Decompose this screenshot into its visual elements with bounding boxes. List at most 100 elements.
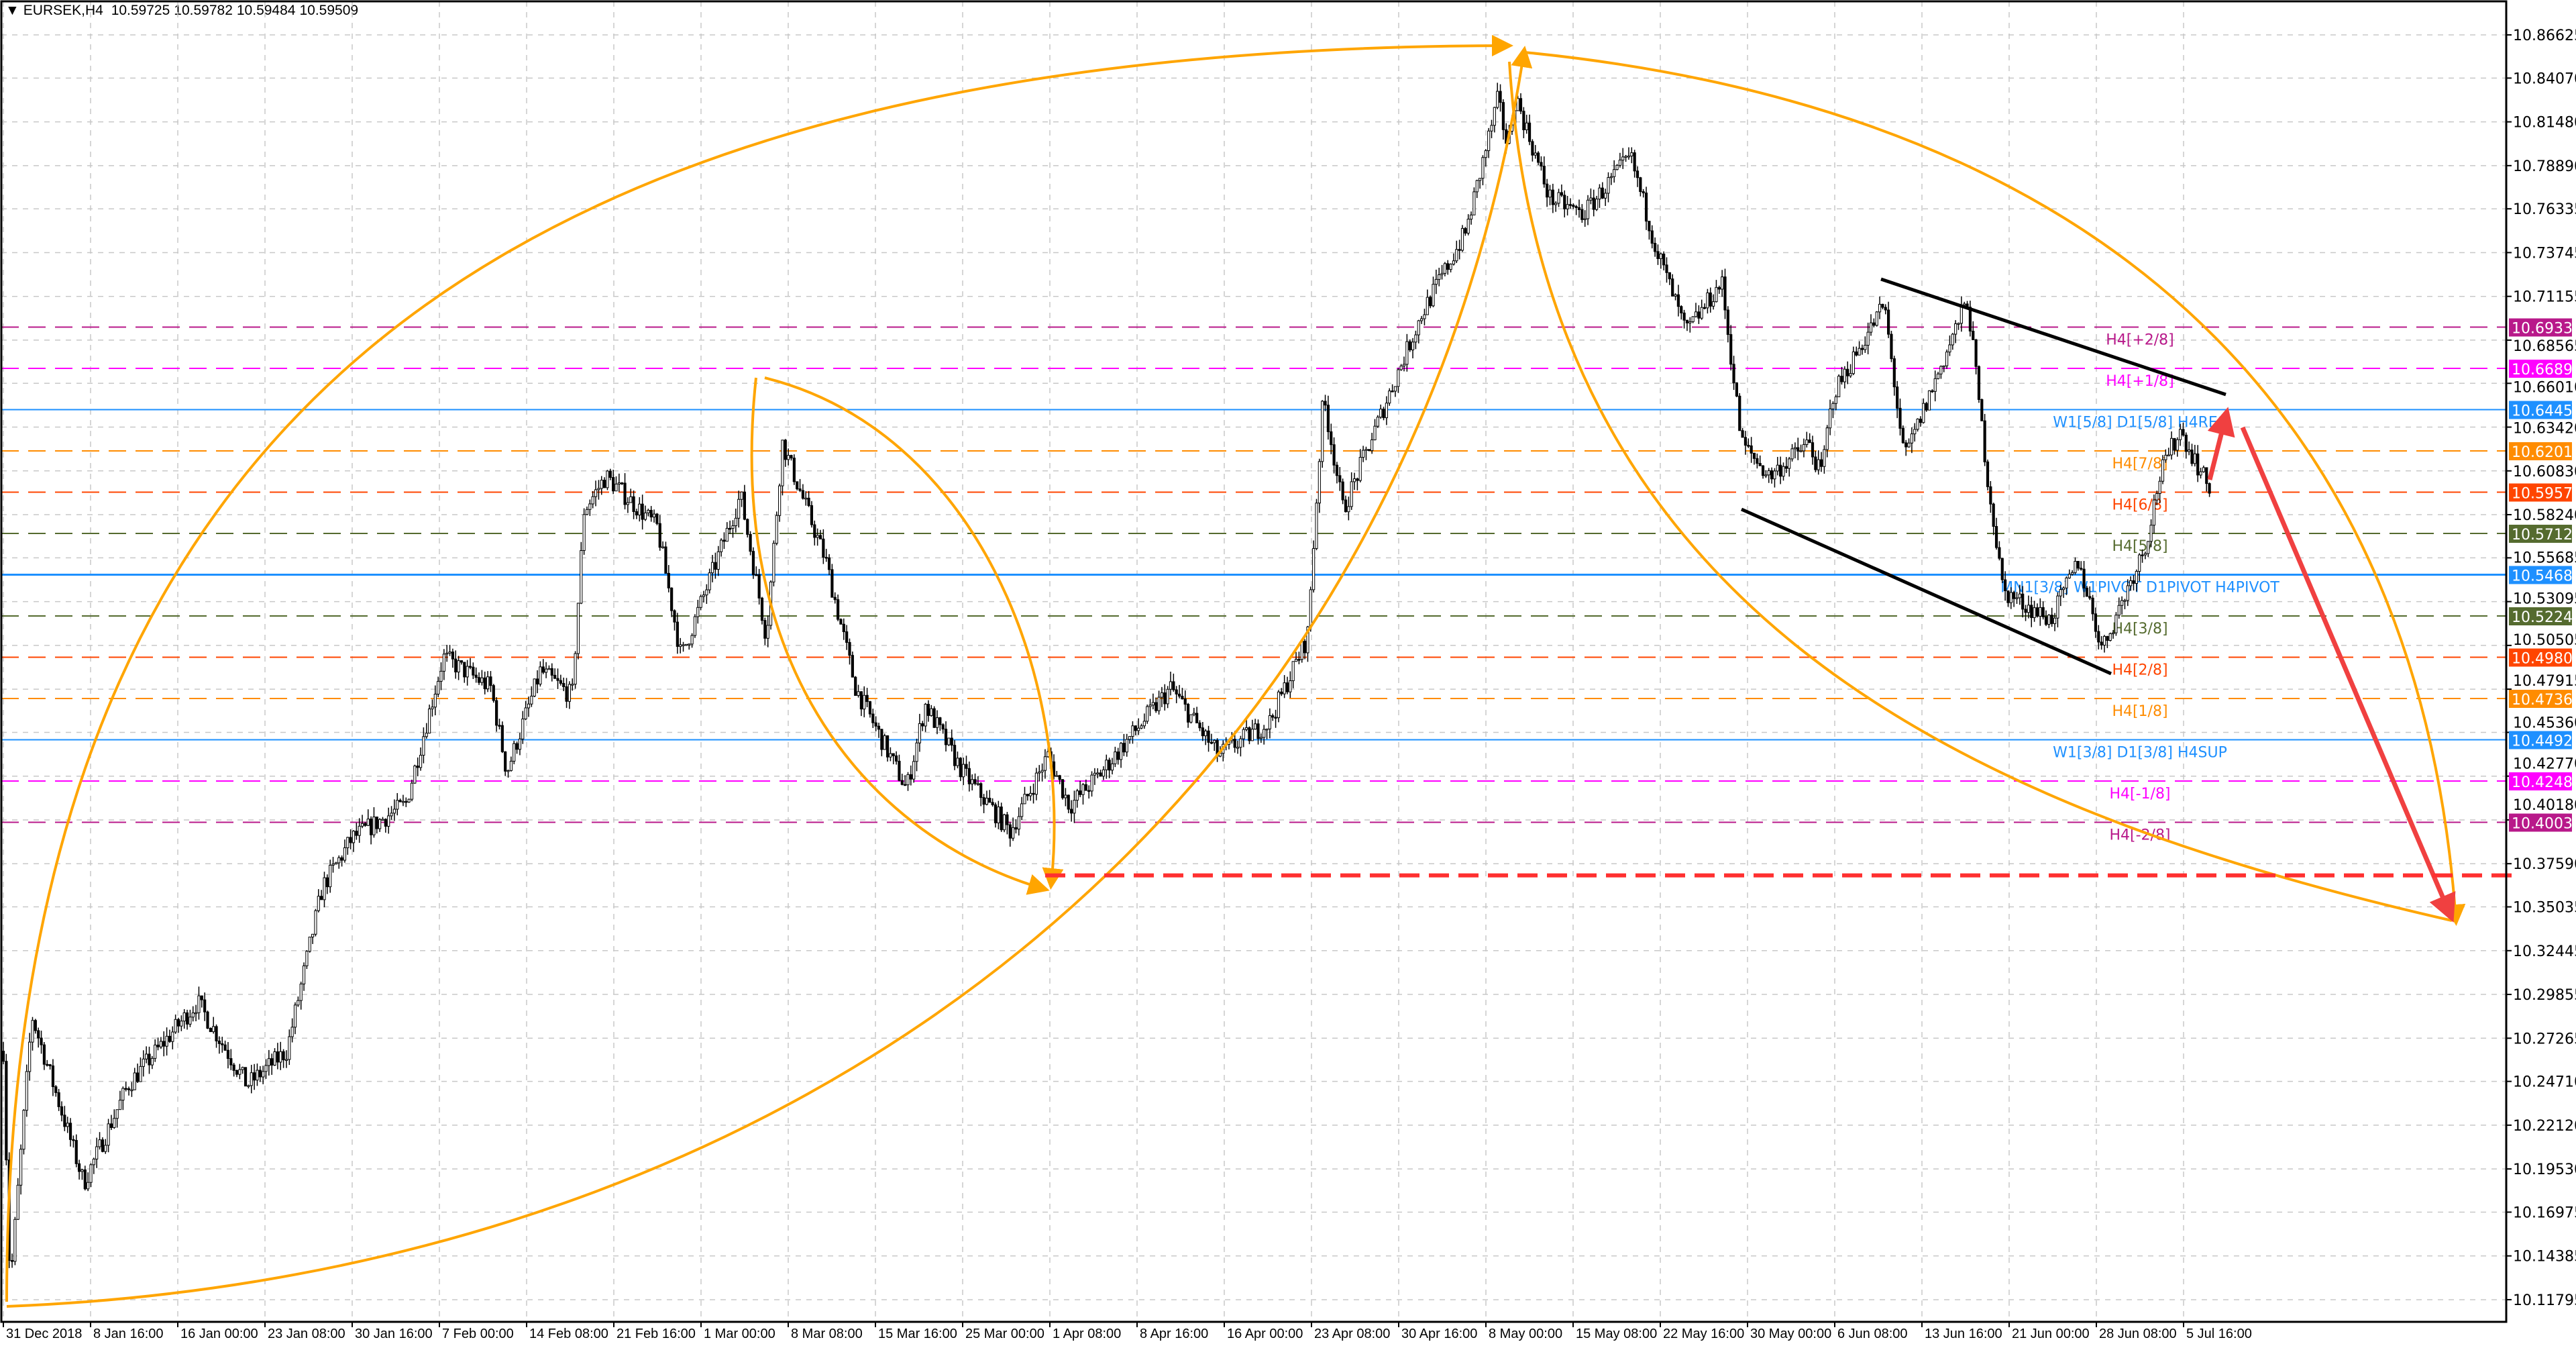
- candle-body: [1866, 331, 1870, 346]
- candle-body: [1773, 470, 1776, 480]
- candle-body: [1805, 439, 1809, 446]
- candle-body: [513, 743, 516, 762]
- candle-body: [2126, 585, 2129, 601]
- candle-body: [1802, 444, 1806, 452]
- arc-right-outer[interactable]: [1524, 51, 2466, 926]
- candle-body: [290, 1027, 294, 1037]
- candle-body: [1362, 450, 1365, 458]
- candle-body: [1183, 698, 1187, 705]
- candle-body: [437, 680, 440, 694]
- candle-body: [1382, 409, 1385, 419]
- candle-body: [238, 1069, 241, 1075]
- candle-body: [2068, 574, 2071, 578]
- candle-body: [1146, 706, 1149, 722]
- candle-body: [813, 524, 816, 538]
- level-label: W1[3/8] D1[3/8] H4SUP: [2053, 744, 2227, 761]
- candle-body: [2085, 587, 2089, 597]
- candle-body: [1644, 193, 1648, 222]
- candle-body: [649, 509, 653, 518]
- arc-small-right[interactable]: [764, 376, 1064, 890]
- level-label: W1[5/8] D1[5/8] H4RES: [2053, 415, 2227, 431]
- y-tick-label: 10.45360: [2513, 715, 2576, 731]
- candle-body: [1540, 162, 1543, 167]
- candle-body: [372, 816, 376, 835]
- candle-body: [539, 666, 542, 685]
- candle-body: [1776, 464, 1779, 472]
- triangle-down-icon[interactable]: ▼: [5, 3, 19, 18]
- level-price-label: 10.40039: [2512, 816, 2576, 833]
- price-axis[interactable]: 10.86625 10.84070 10.81480 10.78890 10.76335…: [2506, 28, 2576, 1309]
- level-price-badge: [2509, 648, 2572, 667]
- candle-body: [1808, 439, 1811, 444]
- candle-body: [1388, 391, 1391, 404]
- candle-body: [1318, 461, 1321, 504]
- arc-small-left[interactable]: [750, 377, 1050, 895]
- arrow-down-large[interactable]: [2240, 426, 2456, 923]
- arrow-up-small[interactable]: [2207, 407, 2235, 480]
- y-tick-label: 10.73745: [2513, 245, 2576, 262]
- candle-body: [796, 481, 799, 490]
- candle-body: [1073, 800, 1076, 814]
- candle-body: [57, 1092, 60, 1107]
- candle-body: [594, 489, 598, 497]
- candle-body: [331, 864, 335, 866]
- candle-body: [98, 1139, 101, 1147]
- candle-body: [1913, 429, 1917, 435]
- candle-body: [845, 631, 849, 643]
- candle-body: [997, 807, 1000, 823]
- candle-body: [1668, 272, 1671, 280]
- candle-body: [1341, 481, 1344, 501]
- candle-body: [1814, 456, 1817, 470]
- candle-body: [787, 455, 790, 460]
- candle-body: [710, 562, 714, 574]
- channel-upper-line[interactable]: [1880, 277, 2226, 397]
- candle-body: [1980, 399, 1984, 421]
- candle-body: [1525, 122, 1528, 130]
- candle-body: [1642, 191, 1645, 194]
- x-tick-label: 8 Apr 16:00: [1140, 1327, 1208, 1341]
- candle-body: [2196, 453, 2200, 476]
- candle-body: [760, 597, 764, 621]
- candle-body: [2059, 589, 2062, 597]
- candle-body: [1729, 334, 1733, 365]
- y-tick-label: 10.37590: [2513, 856, 2576, 873]
- candle-body: [962, 764, 965, 778]
- candle-body: [1271, 715, 1275, 718]
- candle-body: [547, 668, 551, 670]
- y-tick-label: 10.24710: [2513, 1074, 2576, 1091]
- candle-body: [401, 800, 405, 803]
- candle-body: [264, 1065, 268, 1072]
- candle-body: [623, 482, 627, 505]
- candle-body: [2021, 593, 2025, 610]
- candle-body: [892, 753, 895, 756]
- candle-body: [1823, 449, 1826, 467]
- level-label: H4[6/8]: [2112, 497, 2167, 514]
- candle-body: [1709, 292, 1712, 307]
- candle-body: [1265, 728, 1269, 731]
- candle-body: [1715, 287, 1718, 303]
- candle-body: [1116, 752, 1120, 760]
- level-label: H4[3/8]: [2112, 621, 2167, 637]
- candle-body: [1155, 702, 1158, 711]
- candle-body: [1782, 466, 1785, 477]
- x-tick-label: 16 Jan 00:00: [180, 1327, 258, 1341]
- candle-body: [1761, 465, 1765, 476]
- candle-body: [1438, 274, 1441, 280]
- candle-body: [1531, 141, 1534, 156]
- candle-body: [1460, 227, 1464, 251]
- level-price-badge: [2509, 772, 2572, 791]
- candle-body: [113, 1118, 116, 1128]
- candle-body: [101, 1139, 105, 1152]
- candle-body: [1998, 547, 2001, 559]
- arc-right-inner[interactable]: [1508, 61, 2453, 922]
- candle-body: [818, 535, 822, 539]
- arc-left-upper[interactable]: [5, 35, 1513, 1302]
- x-tick-label: 1 Mar 00:00: [704, 1327, 775, 1341]
- arc-left-lower[interactable]: [6, 46, 1533, 1308]
- candle-body: [775, 515, 778, 544]
- candle-body: [521, 718, 525, 739]
- candle-body: [647, 509, 650, 513]
- time-axis[interactable]: 31 Dec 2018 8 Jan 16:00 16 Jan 00:00 23 Jan…: [3, 1322, 2252, 1341]
- channel-lower-line[interactable]: [1740, 507, 2112, 676]
